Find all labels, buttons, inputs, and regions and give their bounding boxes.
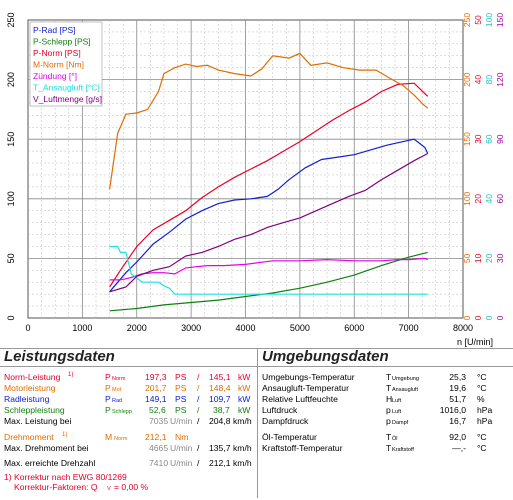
right-axis-tick-label: 100 (484, 13, 494, 27)
leistungsdaten-title: Leistungsdaten (4, 348, 115, 365)
x-tick-label: 0 (25, 323, 30, 333)
env-unit: °C (477, 383, 487, 393)
right-axis-tick-label: 60 (484, 134, 494, 144)
right-axis-tick-label: 150 (495, 13, 505, 27)
legend-entry: M-Norm [Nm] (33, 60, 84, 70)
x-tick-label: 5000 (290, 323, 310, 333)
env-symbol: T (386, 443, 392, 453)
env-label: Relative Luftfeuchte (262, 394, 338, 404)
env-symbol-sub: Öl (392, 436, 398, 442)
env-unit: °C (477, 432, 487, 442)
env-symbol-sub: Dampf (392, 420, 409, 426)
y-tick-label: 100 (6, 191, 16, 206)
env-value: 19,6 (449, 383, 466, 393)
env-label: Ansaugluft-Temperatur (262, 383, 349, 393)
legend-entry: V_Luftmenge [g/s] (33, 94, 102, 104)
env-unit: hPa (477, 416, 493, 426)
env-symbol-sub: Luft (392, 398, 402, 404)
y-tick-label: 0 (6, 315, 16, 320)
umgebungsdaten-panel: Umgebungsdaten Umgebungs-Temperatur T Umge… (257, 348, 513, 498)
env-symbol: H (386, 394, 393, 404)
right-axis-tick-label: 30 (473, 134, 483, 144)
legend-entry: P-Schlepp [PS] (33, 37, 91, 47)
env-symbol: T (386, 383, 392, 393)
env-value: 51,7 (449, 394, 466, 404)
env-label: Dampfdruck (262, 416, 309, 426)
right-axis-tick-label: 0 (495, 315, 505, 320)
env-value: 16,7 (449, 416, 466, 426)
legend-entry: Zündung [°] (33, 71, 77, 81)
env-value: 25,3 (449, 372, 466, 382)
series-line (109, 52, 429, 190)
y-tick-label: 200 (6, 72, 16, 87)
env-unit: °C (477, 443, 487, 453)
env-label: Öl-Temperatur (262, 432, 317, 442)
env-value: 92,0 (449, 432, 466, 442)
x-tick-label: 4000 (235, 323, 255, 333)
env-symbol-sub: Kraftstoff (392, 447, 414, 453)
series-line (109, 138, 429, 293)
y-tick-label: 50 (6, 253, 16, 263)
right-axis-tick-label: 100 (462, 191, 472, 205)
x-tick-label: 3000 (181, 323, 201, 333)
env-symbol-sub: Luft (392, 409, 402, 415)
env-unit: % (477, 394, 485, 404)
leistungsdaten-panel: Leistungsdaten Norm-Leistung 1) P Norm 1… (4, 348, 252, 492)
y-tick-label: 250 (6, 12, 16, 27)
env-symbol: p (386, 416, 391, 426)
x-axis-label: n [U/min] (457, 337, 493, 347)
env-unit: °C (477, 372, 487, 382)
legend-entry: P-Rad [PS] (33, 25, 76, 35)
env-symbol: p (386, 405, 391, 415)
divider-top (0, 348, 513, 349)
x-tick-label: 1000 (72, 323, 92, 333)
x-tick-label: 6000 (344, 323, 364, 333)
right-axis-tick-label: 40 (484, 194, 494, 204)
right-axis-tick-label: 150 (462, 132, 472, 146)
right-axis-tick-label: 0 (484, 315, 494, 320)
env-symbol: T (386, 432, 392, 442)
x-tick-label: 8000 (453, 323, 473, 333)
legend-entry: P-Norm [PS] (33, 48, 81, 58)
env-label: Umgebungs-Temperatur (262, 372, 355, 382)
series-line (109, 251, 428, 312)
right-axis-tick-label: 40 (473, 75, 483, 85)
env-symbol-sub: Umgebung (392, 376, 419, 382)
right-axis-tick-label: 90 (495, 134, 505, 144)
right-axis-tick-label: 10 (473, 253, 483, 263)
env-unit: hPa (477, 405, 493, 415)
env-label: Luftdruck (262, 405, 298, 415)
right-axis-tick-label: 120 (495, 72, 505, 86)
env-symbol: T (386, 372, 392, 382)
right-axis-tick-label: 60 (495, 194, 505, 204)
right-axis-tick-label: 20 (473, 194, 483, 204)
y-tick-label: 150 (6, 132, 16, 147)
umgebungsdaten-title: Umgebungsdaten (262, 348, 389, 365)
x-tick-label: 7000 (399, 323, 419, 333)
series-line (109, 82, 429, 288)
env-label: Kraftstoff-Temperatur (262, 443, 343, 453)
right-axis-tick-label: 0 (473, 315, 483, 320)
legend-entry: T_Ansaugluft [°C] (33, 83, 100, 93)
right-axis-tick-label: 250 (462, 13, 472, 27)
env-value: —,- (452, 443, 466, 453)
right-axis-tick-label: 80 (484, 75, 494, 85)
env-symbol-sub: Ansaugluft (392, 387, 418, 393)
right-axis-tick-label: 0 (462, 315, 472, 320)
right-axis-tick-label: 50 (473, 15, 483, 25)
legend-box (29, 21, 103, 107)
right-axis-tick-label: 50 (462, 253, 472, 263)
right-axis-tick-label: 200 (462, 72, 472, 86)
series-line (109, 152, 428, 293)
divider-header (0, 366, 513, 367)
x-tick-label: 2000 (127, 323, 147, 333)
series-line (109, 245, 428, 295)
right-axis-tick-label: 30 (495, 253, 505, 263)
right-axis-tick-label: 20 (484, 253, 494, 263)
env-value: 1016,0 (439, 405, 466, 415)
